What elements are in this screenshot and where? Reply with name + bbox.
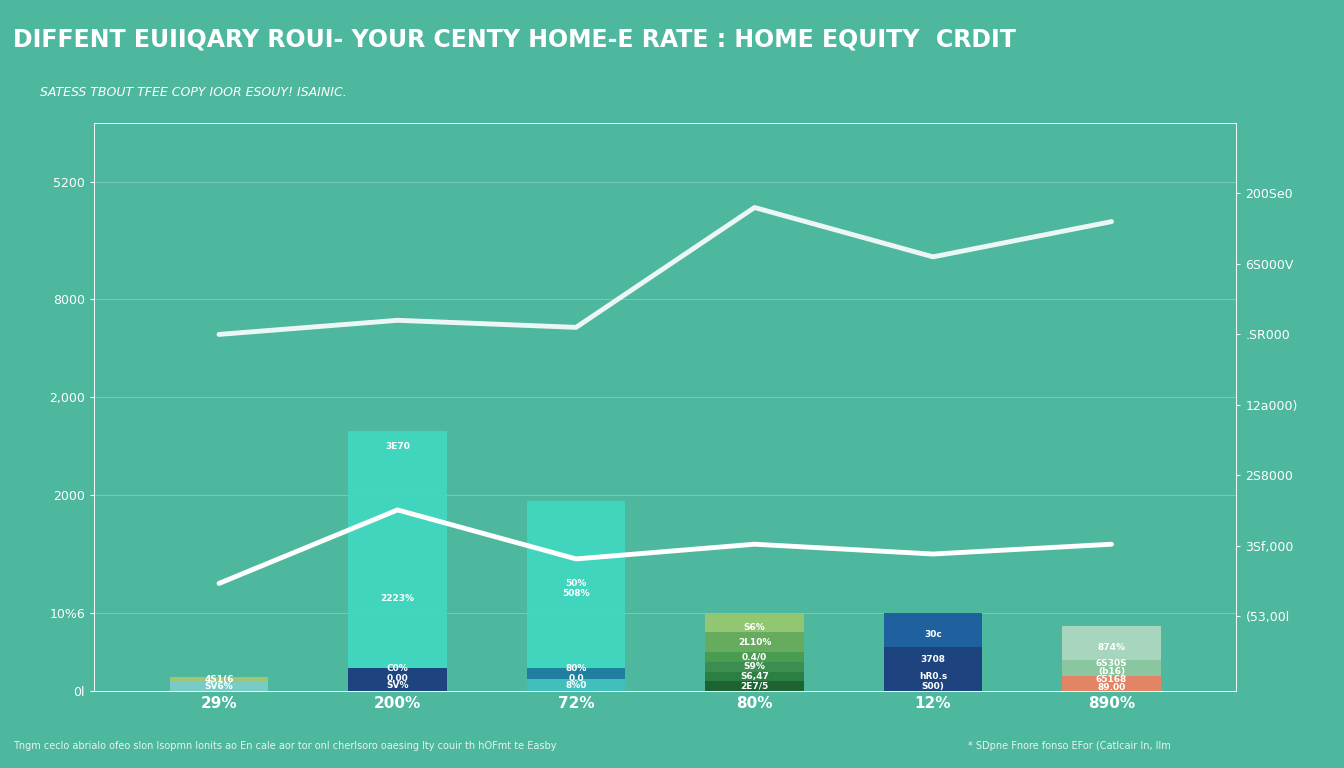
Text: 3E70: 3E70 bbox=[386, 442, 410, 451]
Bar bbox=[527, 667, 625, 680]
Text: hR0.s: hR0.s bbox=[919, 672, 948, 681]
Bar bbox=[1063, 626, 1161, 660]
Bar bbox=[527, 501, 625, 667]
Text: 8%0: 8%0 bbox=[566, 680, 587, 690]
Text: S9%: S9% bbox=[743, 662, 766, 671]
Bar bbox=[1063, 684, 1161, 691]
Bar bbox=[348, 667, 446, 680]
Text: S6%: S6% bbox=[743, 623, 765, 632]
Text: S6,47: S6,47 bbox=[741, 672, 769, 681]
Text: 874%: 874% bbox=[1098, 643, 1125, 651]
Bar bbox=[169, 683, 267, 691]
Bar bbox=[884, 671, 982, 681]
Text: DIFFENT EUIIQARY ROUI- YOUR CENTY HOME-E RATE : HOME EQUITY  CRDIT: DIFFENT EUIIQARY ROUI- YOUR CENTY HOME-E… bbox=[13, 27, 1016, 51]
Bar bbox=[706, 681, 804, 691]
Text: 65168: 65168 bbox=[1095, 675, 1128, 684]
Text: 50%
508%: 50% 508% bbox=[562, 578, 590, 598]
Bar bbox=[706, 652, 804, 662]
Bar bbox=[169, 677, 267, 683]
Bar bbox=[706, 632, 804, 652]
Bar bbox=[527, 680, 625, 691]
Bar bbox=[884, 681, 982, 691]
Text: SATESS TBOUT TFEE COPY IOOR ESOUY! ISAINIC.: SATESS TBOUT TFEE COPY IOOR ESOUY! ISAIN… bbox=[40, 86, 347, 99]
Bar bbox=[1063, 676, 1161, 684]
Text: 3708: 3708 bbox=[921, 655, 946, 664]
Bar bbox=[348, 431, 446, 452]
Text: Tngm ceclo abrialo ofeo slon lsopmn lonits ao En cale aor tor onl cherlsoro oaes: Tngm ceclo abrialo ofeo slon lsopmn loni… bbox=[13, 741, 556, 751]
Bar bbox=[706, 662, 804, 671]
Text: 0.4/0: 0.4/0 bbox=[742, 652, 767, 661]
Text: (b16): (b16) bbox=[1098, 667, 1125, 676]
Bar bbox=[706, 613, 804, 632]
Text: C0%
0.00: C0% 0.00 bbox=[387, 664, 409, 684]
Bar bbox=[706, 671, 804, 681]
Text: 6S30S: 6S30S bbox=[1095, 659, 1128, 668]
Bar bbox=[1063, 667, 1161, 676]
Bar bbox=[884, 613, 982, 647]
Text: 4S1(6: 4S1(6 bbox=[204, 675, 234, 684]
Text: SV6%: SV6% bbox=[204, 682, 234, 691]
Text: 2223%: 2223% bbox=[380, 594, 414, 603]
Text: 2L10%: 2L10% bbox=[738, 637, 771, 647]
Text: 2E7/5: 2E7/5 bbox=[741, 682, 769, 690]
Text: 80%
0.0: 80% 0.0 bbox=[566, 664, 587, 684]
Text: * SDpne Fnore fonso EFor (Catlcair In, llm: * SDpne Fnore fonso EFor (Catlcair In, l… bbox=[968, 741, 1171, 751]
Text: S00): S00) bbox=[922, 682, 945, 690]
Bar bbox=[884, 647, 982, 671]
Text: 89.00: 89.00 bbox=[1098, 683, 1126, 692]
Text: SV%: SV% bbox=[386, 680, 409, 690]
Bar bbox=[1063, 660, 1161, 667]
Bar bbox=[348, 452, 446, 667]
Bar bbox=[348, 680, 446, 691]
Text: 30c: 30c bbox=[925, 631, 942, 639]
